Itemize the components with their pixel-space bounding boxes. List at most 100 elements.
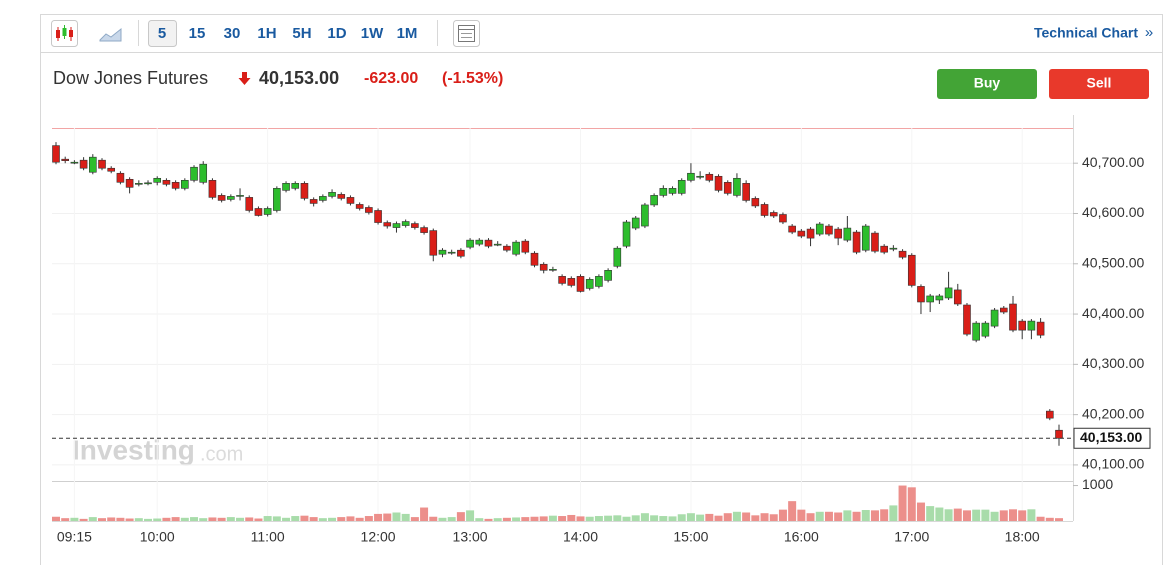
candle-body xyxy=(622,221,631,247)
instrument-name: Dow Jones Futures xyxy=(53,68,208,88)
volume-bar xyxy=(116,517,125,521)
buy-label[interactable]: Buy xyxy=(974,75,1001,91)
table-icon[interactable] xyxy=(453,20,480,47)
volume-bar xyxy=(438,517,447,521)
candle-body xyxy=(227,196,235,200)
volume-bar xyxy=(134,518,143,521)
candle-body xyxy=(392,223,401,228)
candle-body xyxy=(52,145,60,163)
interval-button[interactable]: 1H xyxy=(257,25,276,42)
volume-bar xyxy=(502,517,511,521)
candle-body xyxy=(567,278,576,286)
volume-bar xyxy=(52,516,60,521)
candle-body xyxy=(530,252,539,266)
volume-bar xyxy=(640,513,649,521)
candle-body xyxy=(990,309,999,327)
candle-body xyxy=(420,227,428,233)
x-tick-label: 15:00 xyxy=(673,529,708,545)
candle-body xyxy=(70,161,79,164)
candle-body xyxy=(61,158,70,161)
candle-body xyxy=(1055,429,1063,439)
candle-body xyxy=(1027,320,1036,331)
volume-bar xyxy=(383,513,392,521)
volume-bar xyxy=(282,517,291,521)
candle-body xyxy=(714,175,723,191)
volume-bar xyxy=(217,517,226,521)
last-price: 40,153.00 xyxy=(259,68,339,88)
candle-body xyxy=(595,276,603,287)
link-arrow[interactable]: » xyxy=(1145,24,1153,41)
candle-body xyxy=(116,172,125,183)
candle-icon[interactable] xyxy=(51,20,78,47)
y-tick-label: 40,100.00 xyxy=(1082,456,1144,472)
watermark: Investing xyxy=(72,434,195,465)
volume-bar xyxy=(659,516,668,521)
interval-button[interactable]: 1M xyxy=(397,25,418,42)
candle-body xyxy=(1009,303,1017,331)
candle-body xyxy=(135,183,143,185)
volume-bar xyxy=(125,518,134,521)
y-tick-label: 40,200.00 xyxy=(1082,405,1144,421)
volume-bar xyxy=(990,511,999,521)
volume-bar xyxy=(236,517,245,521)
volume-bar xyxy=(585,516,594,521)
y-tick-label: 40,600.00 xyxy=(1082,204,1144,220)
volume-bar xyxy=(834,512,843,521)
volume-bar xyxy=(208,517,217,521)
candle-body xyxy=(355,204,364,209)
volume-bar xyxy=(190,517,199,521)
candle-body xyxy=(705,173,714,181)
x-tick-label: 18:00 xyxy=(1005,529,1040,545)
volume-bar xyxy=(567,514,576,521)
candle-body xyxy=(365,207,373,213)
candle-body xyxy=(723,182,732,194)
buy-button[interactable] xyxy=(937,69,1037,99)
candle-body xyxy=(889,247,898,250)
volume-bar xyxy=(401,513,410,521)
candle-body xyxy=(917,286,925,303)
candle-body xyxy=(898,250,907,258)
area-icon[interactable] xyxy=(99,27,122,42)
candle-body xyxy=(907,254,916,286)
interval-button[interactable]: 30 xyxy=(224,25,241,42)
candle-body xyxy=(834,228,842,239)
volume-bar xyxy=(70,517,79,521)
volume-bar xyxy=(815,511,824,521)
candle-body xyxy=(254,208,263,216)
volume-bar xyxy=(374,513,383,521)
x-tick-label: 14:00 xyxy=(563,529,598,545)
volume-bar xyxy=(705,513,714,521)
candle-body xyxy=(999,307,1008,313)
volume-bar xyxy=(171,517,180,521)
candle-body xyxy=(668,188,677,194)
price-change-pct: (-1.53%) xyxy=(442,70,503,87)
volume-bar xyxy=(650,515,659,521)
candle-body xyxy=(687,172,695,181)
volume-bar xyxy=(944,509,953,521)
sell-button[interactable] xyxy=(1049,69,1149,99)
candle-body xyxy=(273,188,281,211)
volume-bar xyxy=(999,510,1008,521)
candle-body xyxy=(217,195,226,201)
interval-button[interactable]: 15 xyxy=(189,25,206,42)
x-tick-label: 16:00 xyxy=(784,529,819,545)
interval-button[interactable]: 1W xyxy=(361,25,384,42)
x-tick-label: 13:00 xyxy=(453,529,488,545)
candle-body xyxy=(162,179,171,185)
technical-chart-link[interactable]: Technical Chart xyxy=(1034,25,1138,41)
sell-label[interactable]: Sell xyxy=(1087,75,1112,91)
price-change: -623.00 xyxy=(364,70,418,87)
candle-body xyxy=(190,166,198,181)
candle-body xyxy=(769,212,778,217)
interval-button[interactable]: 5H xyxy=(292,25,311,42)
candle-body xyxy=(328,192,336,197)
volume-tick-label: 1000 xyxy=(1082,476,1113,492)
interval-button[interactable]: 5 xyxy=(158,25,166,42)
volume-bar xyxy=(79,518,88,521)
candle-body xyxy=(447,251,456,254)
candle-body xyxy=(438,249,447,255)
interval-button[interactable]: 1D xyxy=(327,25,346,42)
volume-bar xyxy=(328,517,337,521)
x-tick-label: 17:00 xyxy=(894,529,929,545)
volume-bar xyxy=(484,518,493,521)
